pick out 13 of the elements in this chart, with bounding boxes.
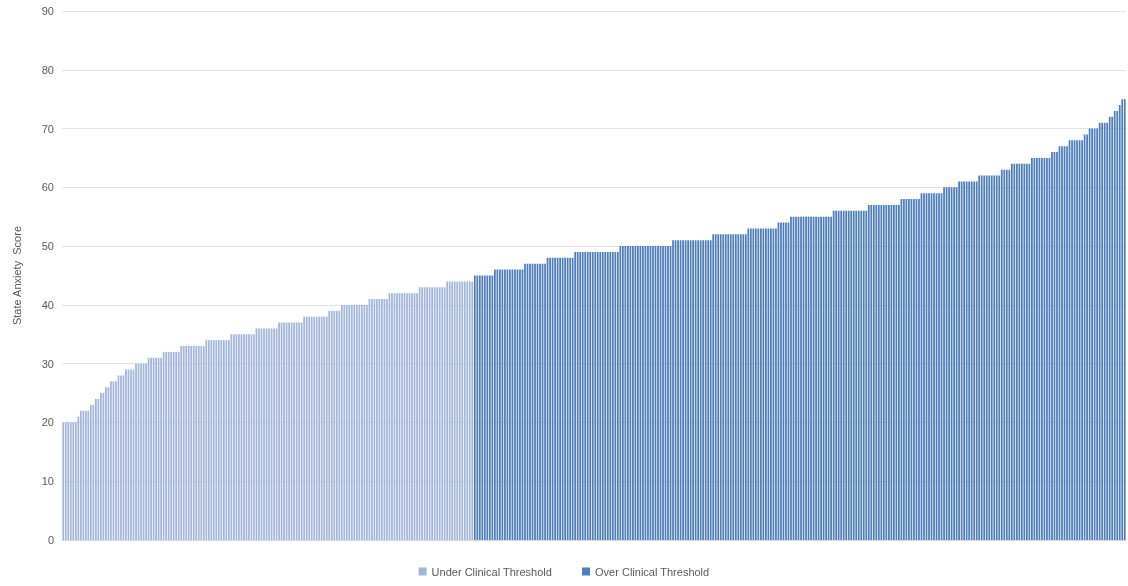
y-tick-label: 10 — [41, 475, 54, 488]
legend-label: Under Clinical Threshold — [431, 565, 552, 578]
legend-label: Over Clinical Threshold — [595, 565, 710, 578]
y-tick-label: 40 — [41, 298, 54, 311]
y-axis-title: State Anxiety Score — [10, 225, 23, 326]
y-tick-label: 90 — [41, 5, 54, 17]
y-tick-label: 0 — [47, 534, 54, 546]
y-tick-label: 80 — [41, 63, 54, 76]
y-tick-label: 60 — [41, 181, 54, 194]
y-tick-label: 50 — [41, 240, 54, 253]
y-tick-label: 30 — [41, 357, 54, 370]
y-tick-label: 70 — [41, 122, 54, 135]
y-tick-label: 20 — [41, 416, 54, 429]
